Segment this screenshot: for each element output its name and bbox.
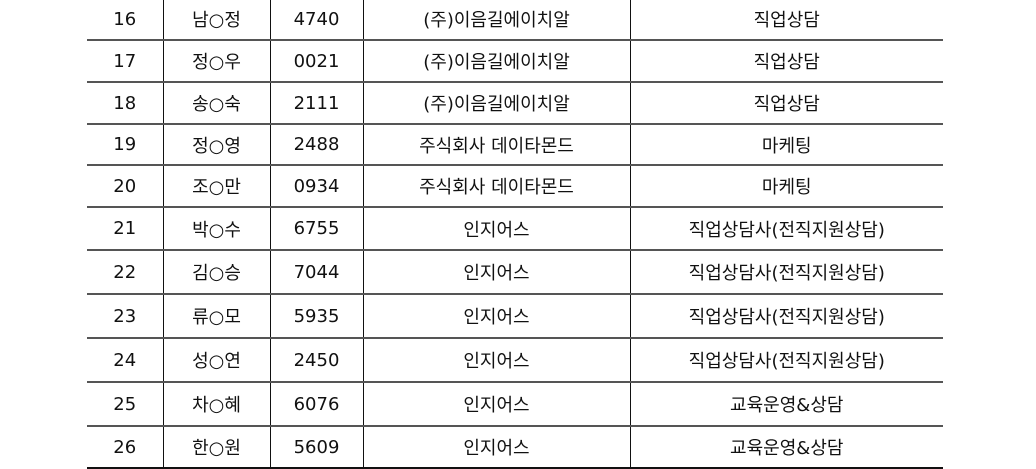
row-number: 24 [87, 338, 164, 383]
name-cell: 김○승 [162, 250, 271, 295]
row-number: 19 [87, 124, 164, 166]
company-cell: 인지어스 [362, 294, 631, 339]
name-cell: 성○연 [162, 338, 271, 383]
row-number: 18 [87, 82, 164, 125]
name-cell: 정○우 [162, 40, 271, 83]
id-cell: 7044 [269, 250, 364, 295]
row-number: 17 [87, 40, 164, 83]
table-row: 18 송○숙 2111 (주)이음길에이치알 직업상담 [87, 82, 943, 125]
name-cell: 차○혜 [162, 382, 271, 427]
name-cell: 박○수 [162, 207, 271, 251]
row-number: 23 [87, 294, 164, 339]
name-cell: 류○모 [162, 294, 271, 339]
id-cell: 0934 [269, 165, 364, 208]
row-number: 26 [87, 426, 164, 469]
company-cell: (주)이음길에이치알 [362, 0, 631, 41]
job-cell: 직업상담사(전직지원상담) [629, 338, 943, 383]
job-cell: 교육운영&상담 [629, 382, 943, 427]
name-cell: 조○만 [162, 165, 271, 208]
id-cell: 5935 [269, 294, 364, 339]
row-number: 25 [87, 382, 164, 427]
table-row: 26 한○원 5609 인지어스 교육운영&상담 [87, 426, 943, 469]
row-number: 22 [87, 250, 164, 295]
job-cell: 직업상담 [629, 82, 943, 125]
id-cell: 2488 [269, 124, 364, 166]
participant-table: 16 남○정 4740 (주)이음길에이치알 직업상담 17 정○우 0021 (주)이음길에이… [87, 0, 943, 469]
company-cell: 인지어스 [362, 338, 631, 383]
table-row: 21 박○수 6755 인지어스 직업상담사(전직지원상담) [87, 207, 943, 251]
id-cell: 2111 [269, 82, 364, 125]
name-cell: 남○정 [162, 0, 271, 41]
company-cell: 인지어스 [362, 207, 631, 251]
table-row: 17 정○우 0021 (주)이음길에이치알 직업상담 [87, 40, 943, 83]
row-number: 20 [87, 165, 164, 208]
row-number: 21 [87, 207, 164, 251]
id-cell: 6755 [269, 207, 364, 251]
table-row: 24 성○연 2450 인지어스 직업상담사(전직지원상담) [87, 338, 943, 383]
table-row: 25 차○혜 6076 인지어스 교육운영&상담 [87, 382, 943, 427]
id-cell: 6076 [269, 382, 364, 427]
company-cell: 주식회사 데이타몬드 [362, 124, 631, 166]
company-cell: (주)이음길에이치알 [362, 40, 631, 83]
id-cell: 5609 [269, 426, 364, 469]
job-cell: 직업상담사(전직지원상담) [629, 250, 943, 295]
name-cell: 정○영 [162, 124, 271, 166]
table-row: 20 조○만 0934 주식회사 데이타몬드 마케팅 [87, 165, 943, 208]
row-number: 16 [87, 0, 164, 41]
table-row: 19 정○영 2488 주식회사 데이타몬드 마케팅 [87, 124, 943, 166]
id-cell: 2450 [269, 338, 364, 383]
job-cell: 직업상담사(전직지원상담) [629, 207, 943, 251]
job-cell: 직업상담 [629, 40, 943, 83]
name-cell: 한○원 [162, 426, 271, 469]
company-cell: (주)이음길에이치알 [362, 82, 631, 125]
table-row: 23 류○모 5935 인지어스 직업상담사(전직지원상담) [87, 294, 943, 339]
job-cell: 마케팅 [629, 165, 943, 208]
table-row: 22 김○승 7044 인지어스 직업상담사(전직지원상담) [87, 250, 943, 295]
table-row: 16 남○정 4740 (주)이음길에이치알 직업상담 [87, 0, 943, 41]
company-cell: 인지어스 [362, 250, 631, 295]
id-cell: 4740 [269, 0, 364, 41]
job-cell: 교육운영&상담 [629, 426, 943, 469]
company-cell: 인지어스 [362, 426, 631, 469]
job-cell: 직업상담사(전직지원상담) [629, 294, 943, 339]
name-cell: 송○숙 [162, 82, 271, 125]
job-cell: 마케팅 [629, 124, 943, 166]
company-cell: 인지어스 [362, 382, 631, 427]
job-cell: 직업상담 [629, 0, 943, 41]
company-cell: 주식회사 데이타몬드 [362, 165, 631, 208]
id-cell: 0021 [269, 40, 364, 83]
